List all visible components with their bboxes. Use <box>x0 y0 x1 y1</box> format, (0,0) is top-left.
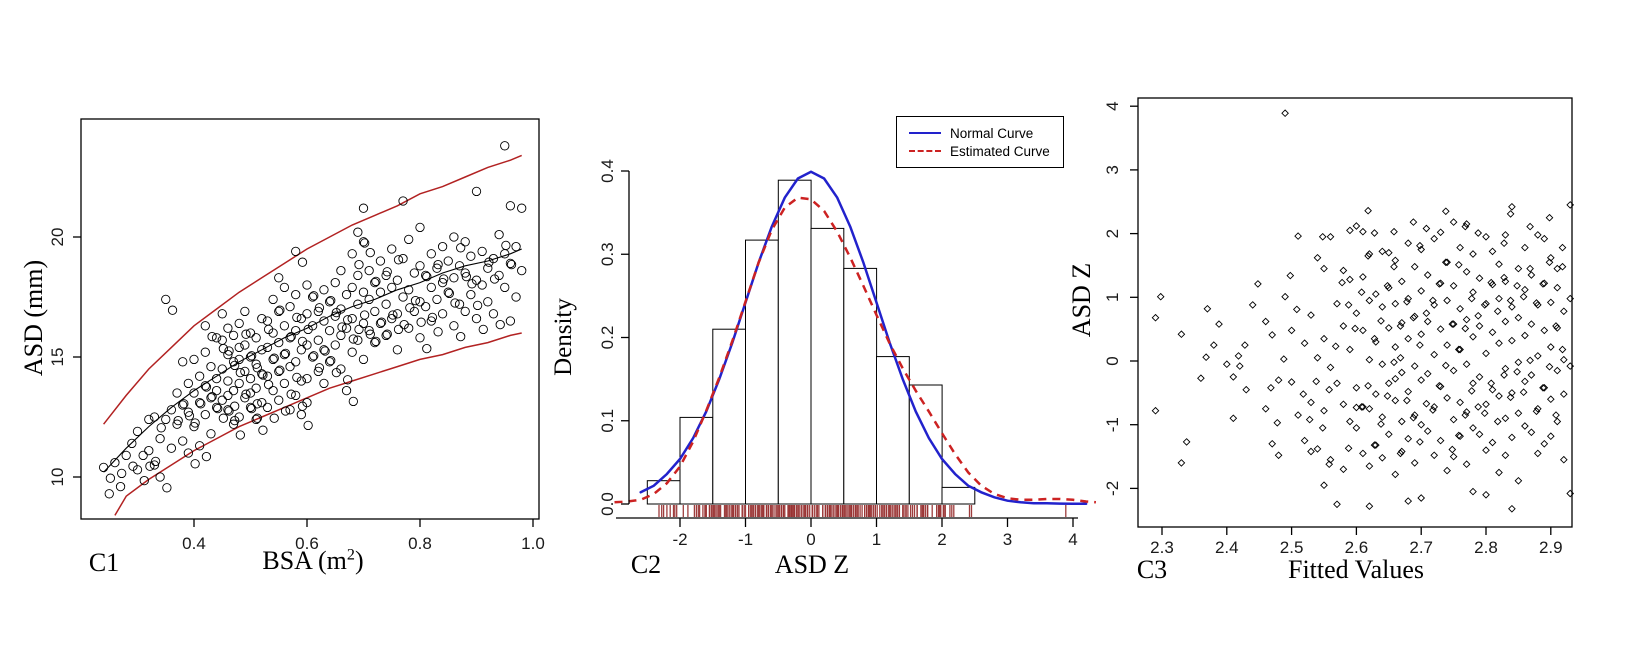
svg-text:0.1: 0.1 <box>598 409 617 433</box>
c1-x-axis-label-close: ) <box>354 546 364 575</box>
svg-text:1.0: 1.0 <box>521 534 545 553</box>
svg-text:1: 1 <box>872 530 881 549</box>
c2-y-axis-label: Density <box>550 298 577 376</box>
c3-x-axis-label: Fitted Values <box>1287 555 1425 584</box>
svg-text:0.4: 0.4 <box>182 534 206 553</box>
svg-text:-2: -2 <box>672 530 687 549</box>
svg-text:0.4: 0.4 <box>598 159 617 183</box>
c2-panel-tag: C2 <box>630 550 662 579</box>
svg-text:3: 3 <box>1003 530 1012 549</box>
svg-text:2.4: 2.4 <box>1215 538 1239 557</box>
c1-panel-tag: C1 <box>88 548 120 577</box>
svg-text:0.2: 0.2 <box>598 326 617 350</box>
legend-entry-normal: Normal Curve <box>897 126 1063 141</box>
legend-label-normal: Normal Curve <box>950 125 1034 141</box>
c1-x-axis-label-sup: 2 <box>346 546 355 564</box>
svg-text:0: 0 <box>1103 356 1122 365</box>
svg-text:4: 4 <box>1068 530 1077 549</box>
svg-text:0: 0 <box>806 530 815 549</box>
legend-entry-estimated: Estimated Curve <box>897 144 1063 159</box>
svg-text:20: 20 <box>48 228 67 247</box>
svg-text:0.6: 0.6 <box>295 534 319 553</box>
svg-text:2.8: 2.8 <box>1474 538 1498 557</box>
svg-text:-1: -1 <box>738 530 753 549</box>
legend-label-estimated: Estimated Curve <box>950 143 1050 159</box>
svg-text:2.7: 2.7 <box>1409 538 1433 557</box>
c3-panel-tag: C3 <box>1136 555 1168 584</box>
svg-text:3: 3 <box>1103 165 1122 174</box>
svg-text:0.0: 0.0 <box>598 492 617 516</box>
svg-text:2.9: 2.9 <box>1539 538 1563 557</box>
c3-y-axis-label: ASD Z <box>1067 262 1096 338</box>
svg-text:-1: -1 <box>1103 417 1122 432</box>
svg-text:15: 15 <box>48 348 67 367</box>
svg-text:0.3: 0.3 <box>598 242 617 266</box>
c1-x-axis-label: BSA (m2) <box>262 546 363 576</box>
legend: Normal Curve Estimated Curve <box>896 116 1064 168</box>
svg-text:4: 4 <box>1103 101 1122 110</box>
svg-text:2.6: 2.6 <box>1345 538 1369 557</box>
c1-y-axis-label: ASD (mm) <box>19 259 48 377</box>
c2-x-axis-label: ASD Z <box>774 550 850 579</box>
svg-text:2: 2 <box>1103 229 1122 238</box>
svg-text:2.5: 2.5 <box>1280 538 1304 557</box>
svg-text:10: 10 <box>48 468 67 487</box>
svg-text:0.8: 0.8 <box>408 534 432 553</box>
svg-text:2: 2 <box>937 530 946 549</box>
svg-text:1: 1 <box>1103 293 1122 302</box>
svg-text:2.3: 2.3 <box>1150 538 1174 557</box>
estimated-curve-line-sample <box>909 150 941 152</box>
normal-curve-line-sample <box>909 132 941 134</box>
svg-text:-2: -2 <box>1103 481 1122 496</box>
c1-x-axis-label-main: BSA (m <box>262 546 347 575</box>
